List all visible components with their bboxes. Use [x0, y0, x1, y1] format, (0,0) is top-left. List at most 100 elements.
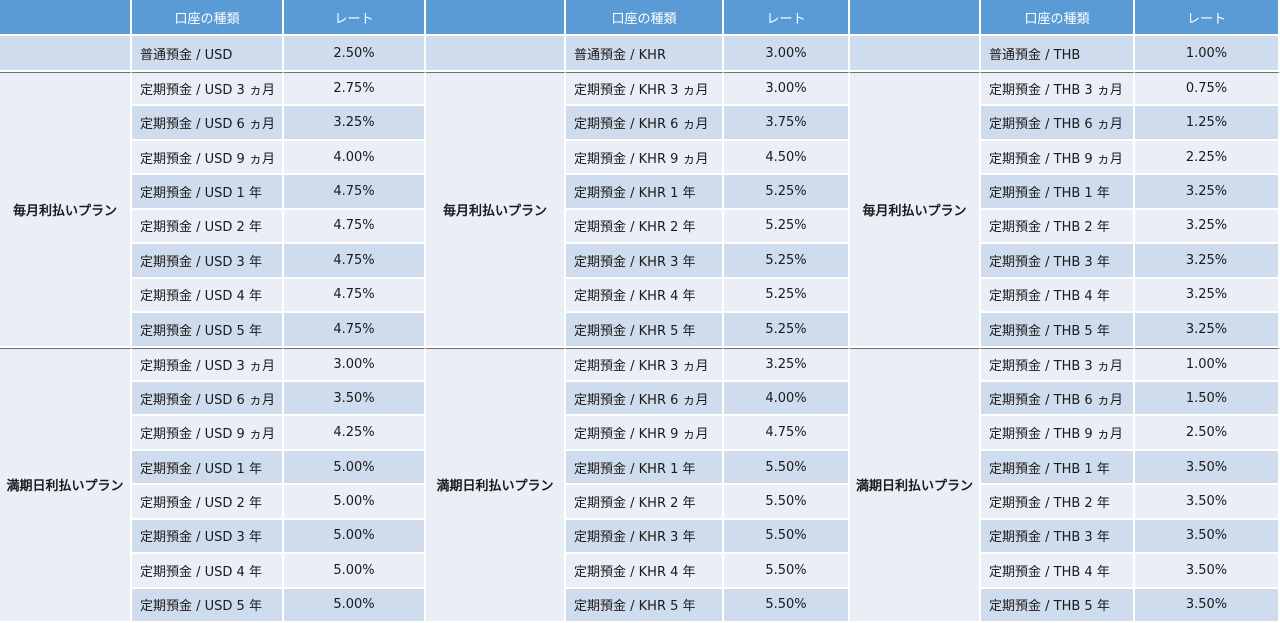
account-name: 定期預金 / USD 3 ヵ月 [132, 347, 284, 382]
rate-value: 2.50% [1135, 416, 1280, 451]
account-name: 定期預金 / THB 9 ヵ月 [981, 416, 1135, 451]
rate-value: 3.50% [284, 381, 426, 417]
account-name: 定期預金 / KHR 2 年 [566, 209, 724, 245]
rate-value: 3.00% [724, 72, 850, 107]
account-name: 定期預金 / THB 2 年 [981, 485, 1135, 520]
account-name: 定期預金 / THB 4 年 [981, 554, 1135, 589]
rate-value: 1.00% [1135, 347, 1280, 382]
account-name: 定期預金 / USD 2 年 [132, 209, 284, 245]
account-name: 定期預金 / USD 6 ヵ月 [132, 381, 284, 417]
rate-value: 5.50% [724, 554, 850, 589]
monthly-plan-label: 毎月利払いプラン [850, 72, 981, 348]
rate-value: 4.50% [724, 140, 850, 176]
account-name: 定期預金 / USD 5 年 [132, 588, 284, 623]
header-blank [850, 0, 981, 36]
rate-value: 2.25% [1135, 140, 1280, 176]
account-name: 定期預金 / USD 5 年 [132, 313, 284, 348]
rate-value: 4.00% [284, 140, 426, 176]
account-name: 定期預金 / USD 1 年 [132, 175, 284, 210]
rate-value: 1.25% [1135, 106, 1280, 141]
account-name: 定期預金 / THB 3 ヵ月 [981, 72, 1135, 107]
rate-value: 2.50% [284, 36, 426, 72]
savings-plan-blank [426, 36, 566, 72]
rate-value: 3.50% [1135, 554, 1280, 589]
rate-value: 5.25% [724, 175, 850, 210]
header-account-type: 口座の種類 [132, 0, 284, 36]
account-name: 定期預金 / USD 9 ヵ月 [132, 140, 284, 176]
account-name: 定期預金 / THB 3 年 [981, 519, 1135, 555]
account-name: 定期預金 / KHR 5 年 [566, 588, 724, 623]
account-name: 定期預金 / USD 3 年 [132, 244, 284, 279]
rate-value: 5.25% [724, 278, 850, 314]
account-name: 定期預金 / THB 1 年 [981, 450, 1135, 486]
rate-value: 4.75% [284, 278, 426, 314]
account-name: 定期預金 / THB 1 年 [981, 175, 1135, 210]
maturity-plan-label: 満期日利払いプラン [0, 347, 132, 623]
rate-value: 3.25% [284, 106, 426, 141]
account-name: 定期預金 / KHR 2 年 [566, 485, 724, 520]
account-name: 定期預金 / KHR 1 年 [566, 175, 724, 210]
account-name: 普通預金 / KHR [566, 36, 724, 72]
rate-value: 5.00% [284, 554, 426, 589]
account-name: 定期預金 / USD 1 年 [132, 450, 284, 486]
rate-value: 5.25% [724, 209, 850, 245]
account-name: 定期預金 / KHR 4 年 [566, 278, 724, 314]
account-name: 定期預金 / USD 6 ヵ月 [132, 106, 284, 141]
monthly-plan-label: 毎月利払いプラン [426, 72, 566, 348]
account-name: 定期預金 / KHR 5 年 [566, 313, 724, 348]
rate-value: 4.75% [284, 313, 426, 348]
rate-value: 4.75% [284, 175, 426, 210]
rate-value: 5.00% [284, 485, 426, 520]
account-name: 定期預金 / THB 3 ヵ月 [981, 347, 1135, 382]
rate-value: 5.00% [284, 588, 426, 623]
account-name: 定期預金 / KHR 6 ヵ月 [566, 381, 724, 417]
maturity-plan-label: 満期日利払いプラン [850, 347, 981, 623]
rate-value: 5.50% [724, 450, 850, 486]
rate-value: 4.75% [284, 209, 426, 245]
account-name: 定期預金 / THB 4 年 [981, 278, 1135, 314]
account-name: 定期預金 / KHR 1 年 [566, 450, 724, 486]
rate-value: 4.25% [284, 416, 426, 451]
account-name: 定期預金 / KHR 3 年 [566, 244, 724, 279]
rate-value: 3.25% [1135, 313, 1280, 348]
rate-value: 4.75% [724, 416, 850, 451]
header-rate: レート [284, 0, 426, 36]
account-name: 定期預金 / THB 6 ヵ月 [981, 381, 1135, 417]
rate-value: 3.25% [1135, 278, 1280, 314]
header-blank [426, 0, 566, 36]
rate-value: 2.75% [284, 72, 426, 107]
rate-value: 3.25% [724, 347, 850, 382]
header-rate: レート [724, 0, 850, 36]
account-name: 普通預金 / USD [132, 36, 284, 72]
account-name: 定期預金 / THB 5 年 [981, 588, 1135, 623]
account-name: 定期預金 / KHR 3 ヵ月 [566, 72, 724, 107]
rate-value: 0.75% [1135, 72, 1280, 107]
account-name: 定期預金 / KHR 3 ヵ月 [566, 347, 724, 382]
rate-value: 3.25% [1135, 209, 1280, 245]
account-name: 定期預金 / USD 2 年 [132, 485, 284, 520]
account-name: 定期預金 / KHR 4 年 [566, 554, 724, 589]
rate-value: 5.25% [724, 244, 850, 279]
rate-value: 3.25% [1135, 244, 1280, 279]
account-name: 定期預金 / THB 3 年 [981, 244, 1135, 279]
account-name: 定期預金 / KHR 6 ヵ月 [566, 106, 724, 141]
rate-value: 4.00% [724, 381, 850, 417]
monthly-plan-label: 毎月利払いプラン [0, 72, 132, 348]
account-name: 定期預金 / THB 5 年 [981, 313, 1135, 348]
rate-value: 5.00% [284, 519, 426, 555]
savings-plan-blank [850, 36, 981, 72]
rate-value: 1.00% [1135, 36, 1280, 72]
rate-value: 5.25% [724, 313, 850, 348]
rate-value: 5.50% [724, 588, 850, 623]
rate-value: 5.50% [724, 519, 850, 555]
account-name: 定期預金 / USD 3 ヵ月 [132, 72, 284, 107]
rate-value: 3.50% [1135, 450, 1280, 486]
rate-value: 3.25% [1135, 175, 1280, 210]
rate-value: 3.50% [1135, 485, 1280, 520]
header-blank [0, 0, 132, 36]
account-name: 定期預金 / THB 6 ヵ月 [981, 106, 1135, 141]
rate-value: 3.50% [1135, 588, 1280, 623]
header-account-type: 口座の種類 [981, 0, 1135, 36]
account-name: 定期預金 / USD 4 年 [132, 278, 284, 314]
